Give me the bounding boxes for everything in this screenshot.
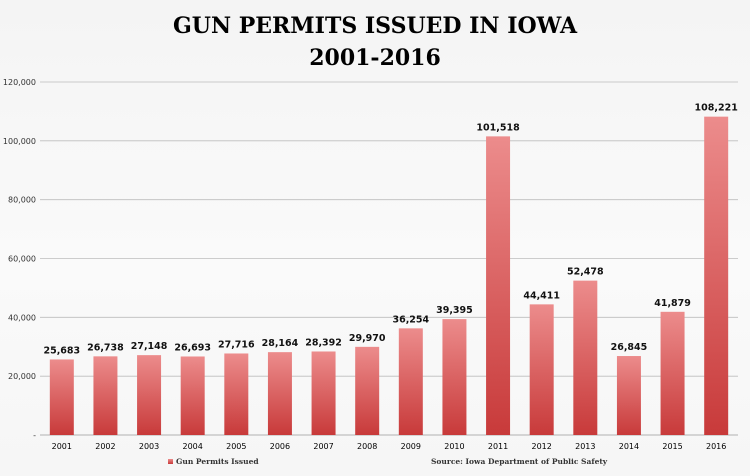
bar: [442, 319, 467, 435]
chart-subtitle: 2001-2016: [309, 45, 441, 71]
data-labels: 25,683 26,738 27,148 26,693 27,716 28,164 28,3…: [43, 103, 737, 357]
bars: [49, 116, 729, 435]
x-tick-label: 2011: [488, 442, 508, 451]
bar: [311, 351, 336, 435]
bar: [180, 356, 205, 435]
x-tick-label: 2010: [444, 442, 464, 451]
x-tick-label: 2009: [401, 442, 421, 451]
bar: [529, 304, 554, 435]
x-tick-label: 2012: [532, 442, 552, 451]
bar: [573, 280, 598, 435]
bar: [93, 356, 118, 435]
data-label: 26,738: [87, 342, 124, 353]
y-tick-label: 80,000: [8, 196, 36, 205]
data-label: 101,518: [476, 122, 520, 133]
data-label: 28,392: [305, 337, 342, 348]
chart-title: GUN PERMITS ISSUED IN IOWA: [173, 13, 578, 39]
legend-label: Gun Permits Issued: [176, 457, 259, 466]
bar: [398, 328, 423, 435]
bar: [224, 353, 249, 435]
bar: [137, 355, 162, 435]
y-tick-label: 100,000: [3, 137, 36, 146]
data-label: 39,395: [436, 305, 473, 316]
x-tick-label: 2003: [139, 442, 159, 451]
x-tick-label: 2004: [183, 442, 203, 451]
bar: [49, 359, 74, 435]
source-note: Source: Iowa Department of Public Safety: [431, 457, 608, 466]
x-tick-label: 2016: [706, 442, 726, 451]
data-label: 29,970: [349, 333, 386, 344]
y-tick-label: 60,000: [8, 255, 36, 264]
data-label: 27,148: [131, 341, 168, 352]
data-label: 44,411: [523, 290, 560, 301]
x-tick-label: 2006: [270, 442, 290, 451]
x-tick-label: 2001: [52, 442, 72, 451]
data-label: 108,221: [695, 103, 738, 114]
x-tick-label: 2007: [313, 442, 333, 451]
data-label: 41,879: [654, 298, 691, 309]
bar: [486, 136, 511, 435]
y-tick-label: 120,000: [3, 78, 36, 87]
x-axis-ticks: 2001 2002 2003 2004 2005 2006 2007 2008 2009 2010…: [52, 442, 727, 451]
bar: [355, 346, 380, 435]
y-axis-ticks: - 20,000 40,000 60,000 80,000 100,000 120,000: [3, 78, 36, 440]
legend: Gun Permits Issued: [168, 457, 259, 466]
bar: [704, 116, 729, 435]
x-tick-label: 2015: [662, 442, 682, 451]
bar: [660, 311, 685, 435]
data-label: 27,716: [218, 339, 255, 350]
legend-swatch: [168, 459, 173, 464]
bar: [616, 356, 641, 435]
data-label: 25,683: [43, 345, 80, 356]
data-label: 26,693: [174, 342, 211, 353]
bar: [267, 352, 292, 435]
x-tick-label: 2013: [575, 442, 595, 451]
data-label: 52,478: [567, 267, 604, 278]
y-tick-label: 40,000: [8, 313, 36, 322]
x-tick-label: 2008: [357, 442, 377, 451]
data-label: 36,254: [392, 314, 429, 325]
x-tick-label: 2005: [226, 442, 246, 451]
y-tick-label: 20,000: [8, 372, 36, 381]
x-tick-label: 2014: [619, 442, 639, 451]
data-label: 28,164: [262, 338, 299, 349]
x-tick-label: 2002: [95, 442, 115, 451]
y-tick-label: -: [33, 431, 36, 440]
data-label: 26,845: [611, 342, 648, 353]
